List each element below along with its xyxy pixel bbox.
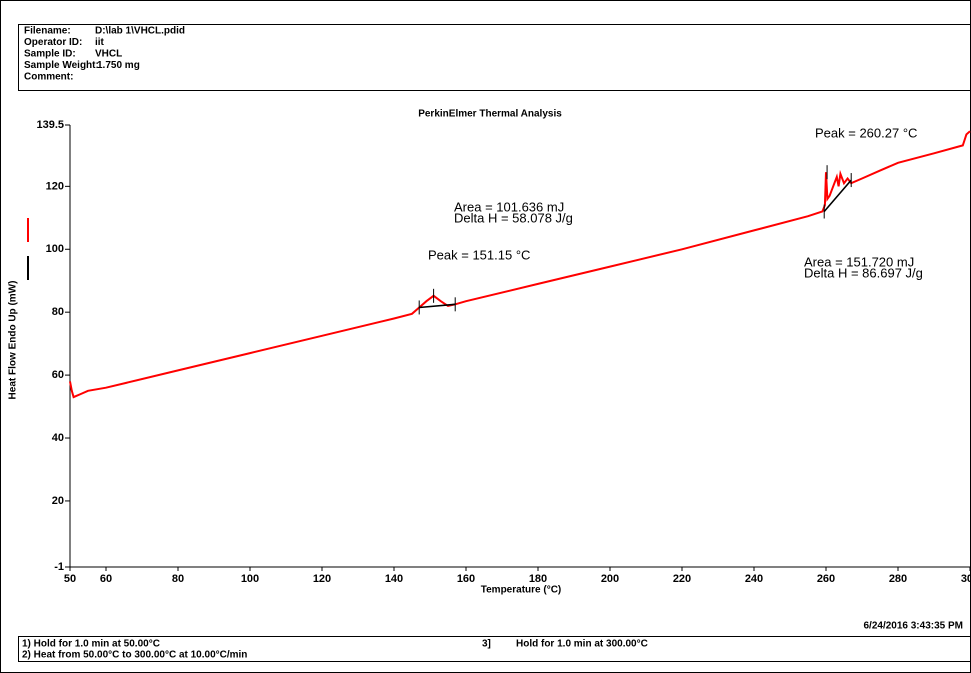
field-value: VHCL	[95, 49, 122, 60]
x-tick-label: 260	[817, 573, 835, 585]
x-tick-label: 240	[745, 573, 763, 585]
series-line	[419, 303, 456, 309]
x-tick-label: 140	[385, 573, 403, 585]
field-label: Comment:	[24, 72, 73, 83]
x-tick-label: 160	[457, 573, 475, 585]
x-tick-label: 220	[673, 573, 691, 585]
y-tick-label: 100	[46, 243, 64, 255]
x-tick-label: 300	[961, 573, 971, 585]
timestamp: 6/24/2016 3:43:35 PM	[863, 621, 963, 632]
annotation: Delta H = 86.697 J/g	[804, 265, 923, 280]
method-step: 1) Hold for 1.0 min at 50.00°C	[22, 639, 160, 650]
y-tick-label: 40	[52, 432, 64, 444]
field-value: D:\lab 1\VHCL.pdid	[95, 26, 185, 37]
x-tick-label: 100	[241, 573, 259, 585]
field-label: Sample Weight:	[24, 60, 99, 71]
field-value: 1.750 mg	[97, 60, 140, 71]
x-tick-label: 80	[172, 573, 184, 585]
field-label: Filename:	[24, 26, 71, 37]
annotation: Area = 151.720 mJ	[804, 254, 914, 269]
annotation: Area = 101.636 mJ	[454, 199, 564, 214]
method-step: Hold for 1.0 min at 300.00°C	[516, 639, 648, 650]
annotation: Delta H = 58.078 J/g	[454, 210, 573, 225]
method-step: 3]	[482, 639, 491, 650]
y-tick-label: 80	[52, 306, 64, 318]
field-label: Sample ID:	[24, 49, 76, 60]
y-tick-label: 120	[46, 180, 64, 192]
x-tick-label: 200	[601, 573, 619, 585]
y-axis-label: Heat Flow Endo Up (mW)	[8, 281, 19, 400]
x-tick-label: 120	[313, 573, 331, 585]
x-tick-label: 50	[64, 573, 76, 585]
x-axis-label: Temperature (°C)	[481, 585, 562, 596]
field-label: Operator ID:	[24, 37, 82, 48]
method-step: 2) Heat from 50.00°C to 300.00°C at 10.0…	[22, 650, 247, 661]
y-tick-label: 20	[52, 495, 64, 507]
chart-title: PerkinElmer Thermal Analysis	[418, 109, 562, 120]
y-tick-label: -1	[54, 561, 64, 573]
series-line	[823, 179, 852, 213]
annotation: Peak = 151.15 °C	[428, 247, 530, 262]
x-tick-label: 60	[100, 573, 112, 585]
x-tick-label: 180	[529, 573, 547, 585]
y-tick-label: 60	[52, 369, 64, 381]
x-tick-label: 280	[889, 573, 907, 585]
series-line	[69, 130, 971, 399]
field-value: iit	[95, 37, 105, 48]
annotation: Peak = 260.27 °C	[815, 125, 917, 140]
y-tick-label: 139.5	[36, 119, 64, 131]
